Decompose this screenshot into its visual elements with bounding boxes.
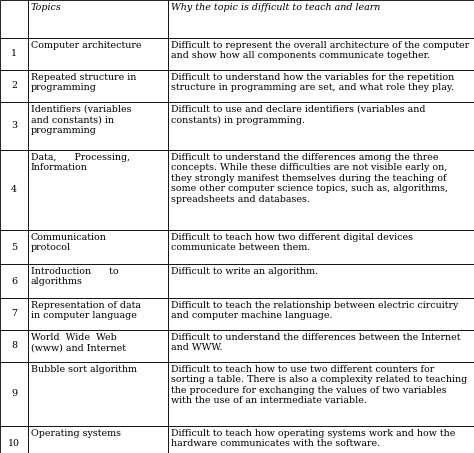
Text: World  Wide  Web
(www) and Internet: World Wide Web (www) and Internet <box>31 333 126 352</box>
Text: Difficult to teach how operating systems work and how the
hardware communicates : Difficult to teach how operating systems… <box>171 429 456 448</box>
Bar <box>0 330 28 362</box>
Text: Difficult to understand how the variables for the repetition
structure in progra: Difficult to understand how the variable… <box>171 73 454 92</box>
Bar <box>168 70 474 102</box>
Bar <box>168 330 474 362</box>
Bar <box>168 426 474 453</box>
Text: Difficult to teach how to use two different counters for
sorting a table. There : Difficult to teach how to use two differ… <box>171 365 467 405</box>
Text: 7: 7 <box>11 309 17 318</box>
Bar <box>28 150 168 230</box>
Text: Communication
protocol: Communication protocol <box>31 233 107 252</box>
Text: Difficult to represent the overall architecture of the computer
and show how all: Difficult to represent the overall archi… <box>171 41 469 60</box>
Text: Representation of data
in computer language: Representation of data in computer langu… <box>31 301 141 320</box>
Text: Topics: Topics <box>31 3 62 12</box>
Text: Bubble sort algorithm: Bubble sort algorithm <box>31 365 137 374</box>
Bar <box>168 230 474 264</box>
Text: 3: 3 <box>11 121 17 130</box>
Bar <box>28 0 168 38</box>
Bar <box>28 264 168 298</box>
Bar <box>28 298 168 330</box>
Bar <box>0 230 28 264</box>
Bar <box>168 38 474 70</box>
Bar <box>168 362 474 426</box>
Text: Difficult to write an algorithm.: Difficult to write an algorithm. <box>171 267 318 276</box>
Bar <box>0 0 28 38</box>
Text: Data,      Processing,
Information: Data, Processing, Information <box>31 153 130 173</box>
Bar <box>28 362 168 426</box>
Text: Identifiers (variables
and constants) in
programming: Identifiers (variables and constants) in… <box>31 105 131 135</box>
Text: Computer architecture: Computer architecture <box>31 41 142 50</box>
Bar <box>28 102 168 150</box>
Text: Introduction      to
algorithms: Introduction to algorithms <box>31 267 118 286</box>
Bar <box>0 362 28 426</box>
Bar <box>168 150 474 230</box>
Text: Operating systems: Operating systems <box>31 429 121 438</box>
Text: 4: 4 <box>11 185 17 194</box>
Bar <box>0 102 28 150</box>
Text: Difficult to understand the differences between the Internet
and WWW.: Difficult to understand the differences … <box>171 333 461 352</box>
Text: 1: 1 <box>11 49 17 58</box>
Bar <box>168 298 474 330</box>
Bar <box>28 38 168 70</box>
Text: 9: 9 <box>11 390 17 399</box>
Bar <box>0 264 28 298</box>
Text: Repeated structure in
programming: Repeated structure in programming <box>31 73 137 92</box>
Bar <box>28 70 168 102</box>
Text: Difficult to teach how two different digital devices
communicate between them.: Difficult to teach how two different dig… <box>171 233 413 252</box>
Bar <box>28 230 168 264</box>
Bar <box>168 0 474 38</box>
Bar <box>0 426 28 453</box>
Bar <box>168 102 474 150</box>
Bar <box>168 264 474 298</box>
Text: 2: 2 <box>11 82 17 91</box>
Bar <box>0 150 28 230</box>
Text: Difficult to understand the differences among the three
concepts. While these di: Difficult to understand the differences … <box>171 153 448 203</box>
Text: 8: 8 <box>11 342 17 351</box>
Text: 6: 6 <box>11 276 17 285</box>
Bar <box>0 38 28 70</box>
Bar <box>0 298 28 330</box>
Text: 10: 10 <box>8 439 20 448</box>
Text: Difficult to teach the relationship between electric circuitry
and computer mach: Difficult to teach the relationship betw… <box>171 301 458 320</box>
Text: Why the topic is difficult to teach and learn: Why the topic is difficult to teach and … <box>171 3 380 12</box>
Text: 5: 5 <box>11 242 17 251</box>
Text: Difficult to use and declare identifiers (variables and
constants) in programmin: Difficult to use and declare identifiers… <box>171 105 426 125</box>
Bar <box>28 426 168 453</box>
Bar <box>28 330 168 362</box>
Bar <box>0 70 28 102</box>
